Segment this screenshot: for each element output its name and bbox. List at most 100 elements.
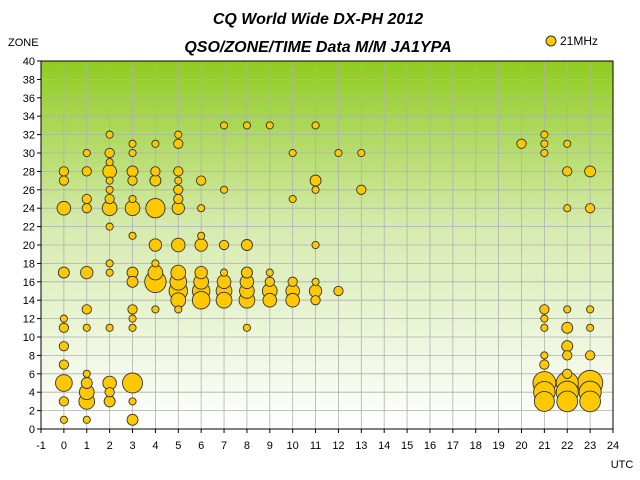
x-tick-label: 16 (424, 440, 436, 452)
bubble-point (540, 351, 549, 360)
x-tick-label: 20 (515, 440, 527, 452)
bubble-point (219, 121, 229, 130)
y-tick-label: 2 (29, 406, 35, 418)
x-tick-label: 7 (221, 440, 227, 452)
bubble-point (540, 139, 549, 148)
y-tick-label: 40 (23, 56, 35, 68)
bubble-point (82, 369, 91, 378)
bubble-point (334, 148, 343, 158)
bubble-point (145, 198, 166, 219)
bubble-point (264, 276, 275, 287)
bubble-point (586, 305, 595, 314)
y-tick-label: 6 (29, 369, 35, 381)
bubble-point (103, 395, 116, 408)
bubble-point (563, 305, 572, 314)
bubble-point (128, 231, 137, 240)
bubble-point (128, 397, 137, 406)
bubble-point (533, 390, 555, 412)
bubble-point (104, 387, 115, 398)
bubble-point (357, 148, 366, 158)
y-tick-label: 24 (23, 203, 35, 215)
y-tick-label: 0 (29, 424, 35, 436)
bubble-point (174, 130, 183, 139)
bubble-point (173, 166, 184, 177)
y-tick-label: 12 (23, 314, 35, 326)
bubble-point (240, 266, 253, 279)
bubble-point (80, 265, 94, 280)
y-tick-label: 26 (23, 185, 35, 197)
bubble-point (128, 139, 137, 148)
bubble-point (128, 194, 137, 204)
bubble-point (262, 292, 278, 308)
legend: 21MHz (545, 34, 598, 48)
x-tick-label: 10 (287, 440, 299, 452)
bubble-point (105, 268, 114, 277)
bubble-point (102, 164, 117, 179)
bubble-point (285, 292, 300, 308)
x-tick-label: 24 (607, 440, 619, 452)
bubble-point (105, 130, 114, 139)
bubble-point (309, 174, 322, 187)
bubble-point (57, 266, 70, 279)
bubble-point (80, 377, 93, 389)
y-tick-label: 10 (23, 332, 35, 344)
bubble-point (127, 304, 138, 315)
bubble-point (122, 372, 143, 394)
y-tick-label: 34 (23, 111, 35, 123)
y-tick-label: 8 (29, 350, 35, 362)
bubble-point (311, 277, 320, 286)
bubble-point (310, 295, 321, 306)
x-tick-label: 11 (310, 440, 321, 452)
bubble-point (242, 121, 251, 130)
bubble-point (174, 305, 183, 314)
bubble-point (540, 130, 549, 139)
bubble-point (579, 390, 601, 413)
bubble-point (171, 237, 186, 253)
bubble-point (59, 314, 68, 323)
bubble-point (148, 238, 163, 252)
y-tick-label: 14 (23, 295, 35, 307)
bubble-point (105, 176, 114, 185)
bubble-point (126, 275, 139, 288)
x-tick-label: 15 (401, 440, 413, 452)
bubble-point (128, 314, 137, 323)
legend-marker (545, 35, 557, 47)
bubble-point (540, 314, 549, 323)
x-tick-label: 17 (447, 440, 459, 452)
x-tick-label: 1 (84, 440, 90, 452)
bubble-point (81, 193, 92, 205)
x-axis-label: UTC (611, 459, 634, 471)
y-tick-label: 36 (23, 93, 35, 105)
bubble-point (150, 166, 161, 177)
bubble-point (219, 268, 229, 277)
bubble-point (563, 204, 572, 213)
bubble-point (215, 291, 233, 309)
bubble-point (173, 138, 184, 149)
bubble-point (216, 274, 232, 290)
bubble-point (562, 368, 573, 379)
bubble-point (81, 166, 92, 177)
bubble-point (82, 415, 91, 424)
bubble-point (127, 175, 138, 186)
bubble-point (58, 359, 70, 370)
bubble-point (58, 175, 70, 186)
x-tick-label: 3 (129, 440, 135, 452)
bubble-point (56, 200, 72, 216)
bubble-point (105, 222, 114, 231)
y-tick-label: 30 (23, 148, 35, 160)
chart-title: CQ World Wide DX-PH 2012 (213, 11, 423, 28)
bubble-point (55, 374, 73, 392)
bubble-point (242, 323, 251, 332)
bubble-point (218, 239, 230, 251)
x-tick-label: 5 (175, 440, 181, 452)
bubble-point (584, 203, 596, 214)
bubble-point (194, 238, 208, 252)
bubble-point (128, 323, 137, 332)
x-tick-label: 2 (107, 440, 113, 452)
y-tick-label: 20 (23, 240, 35, 252)
bubble-point (151, 305, 160, 314)
bubble-point (59, 415, 68, 424)
y-tick-label: 22 (23, 222, 35, 234)
